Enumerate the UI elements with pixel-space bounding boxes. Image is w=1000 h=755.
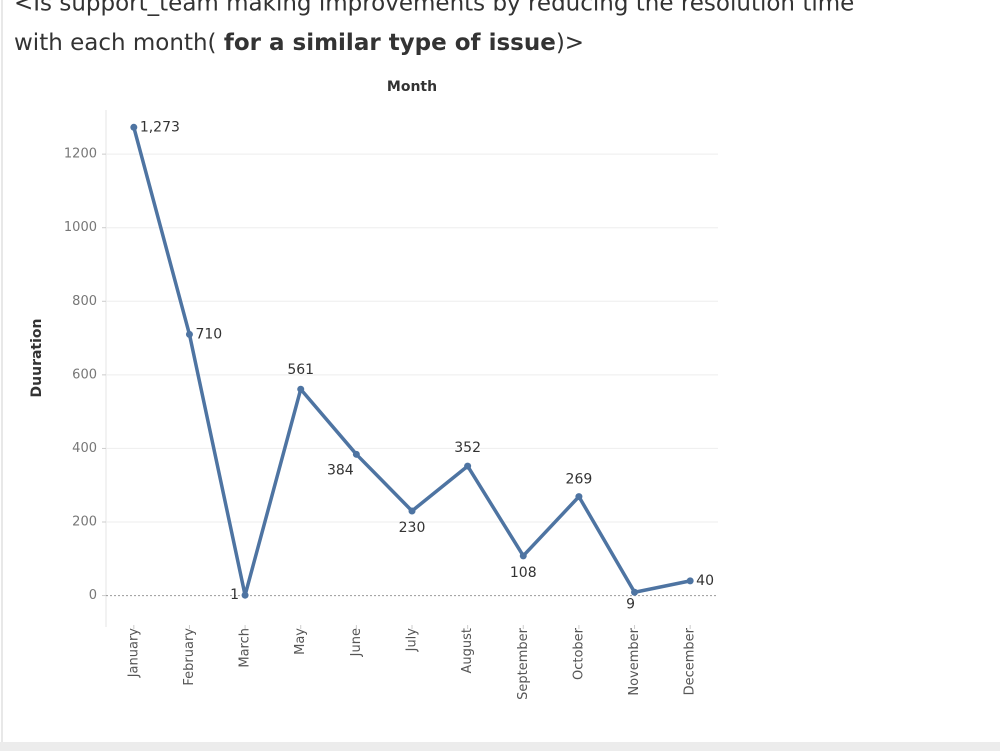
point bbox=[686, 577, 694, 585]
x-tick-label: August bbox=[460, 628, 475, 674]
x-tick-label: September bbox=[516, 627, 531, 700]
x-header: Month bbox=[387, 79, 437, 95]
point bbox=[631, 588, 639, 596]
data-label: 710 bbox=[195, 326, 222, 342]
point bbox=[185, 330, 193, 338]
x-tick-label: February bbox=[182, 628, 197, 686]
point bbox=[519, 552, 527, 560]
title-bold: for a similar type of issue bbox=[224, 30, 556, 56]
data-label: 230 bbox=[399, 520, 426, 536]
x-tick-label: May bbox=[293, 628, 308, 655]
data-label: 352 bbox=[454, 440, 481, 456]
x-tick-label: November bbox=[627, 627, 642, 695]
y-tick-label: 200 bbox=[72, 515, 97, 530]
x-tick-label: January bbox=[126, 628, 141, 679]
point bbox=[241, 591, 249, 599]
y-axis-label: Duuration bbox=[29, 319, 45, 398]
footer-bar bbox=[0, 742, 1000, 751]
y-tick-label: 800 bbox=[72, 294, 97, 309]
point bbox=[464, 462, 472, 470]
data-label: 108 bbox=[510, 565, 537, 581]
y-tick-label: 400 bbox=[72, 441, 97, 456]
y-tick-label: 1200 bbox=[64, 147, 97, 162]
x-tick-label: July bbox=[405, 628, 420, 653]
x-tick-label: October bbox=[571, 627, 586, 680]
data-label: 269 bbox=[566, 472, 593, 488]
point bbox=[352, 450, 360, 458]
y-tick-label: 0 bbox=[89, 588, 97, 603]
title-line-2: with each month( for a similar type of i… bbox=[14, 30, 584, 56]
x-tick-label: June bbox=[349, 628, 364, 657]
title-part: with each month( bbox=[14, 30, 224, 56]
x-tick-label: December bbox=[683, 627, 698, 695]
data-label: 1 bbox=[230, 587, 239, 603]
data-label: 40 bbox=[696, 573, 714, 589]
point bbox=[575, 493, 583, 501]
point bbox=[408, 507, 416, 515]
data-label: 1,273 bbox=[140, 119, 180, 135]
x-tick-label: March bbox=[238, 628, 253, 668]
data-label: 384 bbox=[327, 462, 354, 478]
point bbox=[297, 385, 305, 393]
y-tick-label: 600 bbox=[72, 367, 97, 382]
title-part: )> bbox=[556, 30, 584, 56]
title-line-1: <Is support_team making improvements by … bbox=[14, 0, 854, 17]
data-label: 561 bbox=[287, 362, 314, 378]
point bbox=[130, 123, 138, 131]
y-tick-label: 1000 bbox=[64, 220, 97, 235]
data-label: 9 bbox=[626, 596, 635, 612]
